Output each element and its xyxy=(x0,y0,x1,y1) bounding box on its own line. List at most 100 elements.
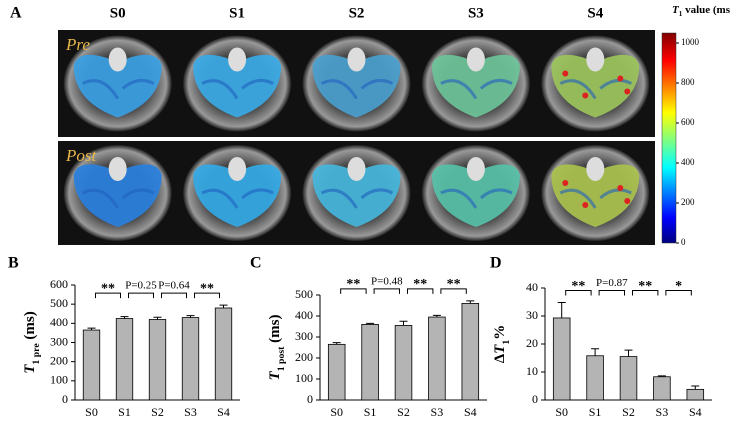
colorbar-tick-label: 1000 xyxy=(681,37,700,47)
axis-title: T1 value (ms) xyxy=(672,4,730,18)
panel-label: A xyxy=(10,5,22,22)
x-tick-label: S2 xyxy=(622,405,635,419)
myocardium xyxy=(73,54,162,118)
y-tick-label: 200 xyxy=(295,350,313,364)
speckle xyxy=(582,92,589,99)
panel-label: B xyxy=(8,255,19,272)
significance-label: P=0.25 xyxy=(125,280,157,292)
x-tick-label: S4 xyxy=(217,405,230,419)
bar xyxy=(552,317,571,401)
label-symbol: T xyxy=(492,344,508,354)
x-tick-label: S3 xyxy=(184,405,197,419)
texture xyxy=(82,78,155,100)
speckle xyxy=(617,185,624,191)
significance-bracket xyxy=(128,292,154,299)
significance-bracket xyxy=(95,292,121,299)
significance-label: P=0.48 xyxy=(371,275,403,287)
myocardium xyxy=(312,54,401,118)
error-bar xyxy=(466,300,475,304)
spine xyxy=(108,47,127,72)
bar xyxy=(653,376,671,401)
y-tick-label: 400 xyxy=(295,308,313,322)
label-subscript: 1 xyxy=(679,10,683,18)
x-tick-label: S2 xyxy=(151,405,164,419)
label-subscript: 1 xyxy=(501,340,512,345)
x-tick-label: S4 xyxy=(464,405,477,419)
y-tick-label: 30 xyxy=(526,308,538,322)
bar xyxy=(586,355,604,401)
error-bar xyxy=(366,322,375,325)
error-bar xyxy=(657,375,666,377)
bar xyxy=(461,302,480,401)
y-tick-label: 500 xyxy=(50,296,68,310)
spine xyxy=(347,157,366,181)
colorbar-tick-label: 0 xyxy=(681,237,686,247)
texture xyxy=(440,78,513,100)
texture xyxy=(320,188,394,209)
label-unit: % xyxy=(492,325,508,340)
myocardium xyxy=(551,164,640,227)
significance-bracket xyxy=(407,288,434,294)
significance-label: ** xyxy=(101,281,115,296)
x-tick-label: S3 xyxy=(431,405,444,419)
texture xyxy=(82,188,155,209)
spine xyxy=(586,47,605,72)
label-subscript: 1 post xyxy=(276,346,287,371)
x-tick-label: S0 xyxy=(330,405,343,419)
stage-label: S1 xyxy=(229,5,245,21)
label-subscript: 1 pre xyxy=(31,343,42,365)
significance-label: ** xyxy=(413,277,427,292)
bar xyxy=(181,317,200,401)
x-tick-label: S0 xyxy=(555,405,568,419)
significance-bracket xyxy=(665,290,692,296)
stage-label: S4 xyxy=(587,5,603,21)
bar xyxy=(361,323,379,401)
y-tick-label: 0 xyxy=(532,392,538,406)
myocardium xyxy=(73,164,162,227)
error-bar xyxy=(591,348,600,356)
myocardium xyxy=(193,164,282,227)
texture xyxy=(201,188,274,209)
speckle xyxy=(617,75,624,82)
bar xyxy=(619,356,638,401)
y-tick-label: 100 xyxy=(295,371,313,385)
label-prefix: Δ xyxy=(492,353,508,363)
axis-title: T1 pre (ms) xyxy=(22,311,41,373)
bar xyxy=(327,343,346,401)
significance-label: ** xyxy=(447,277,461,292)
bar xyxy=(148,319,167,401)
bar xyxy=(428,316,446,401)
error-bar xyxy=(557,302,566,318)
y-tick-label: 600 xyxy=(50,277,68,291)
texture xyxy=(440,188,513,209)
significance-label: P=0.87 xyxy=(596,277,628,289)
y-tick-label: 0 xyxy=(62,392,68,406)
panel-label: C xyxy=(250,255,262,272)
y-tick-label: 200 xyxy=(50,353,68,367)
speckle xyxy=(562,70,569,77)
myocardium xyxy=(193,54,282,118)
speckle xyxy=(624,198,631,204)
row-separator xyxy=(58,137,655,141)
y-tick-label: 300 xyxy=(50,334,68,348)
error-bar xyxy=(153,316,162,320)
x-tick-label: S4 xyxy=(689,405,702,419)
myocardium xyxy=(312,164,401,227)
myocardium xyxy=(431,164,520,227)
colorbar-tick-label: 800 xyxy=(681,77,695,87)
error-bar xyxy=(219,304,228,308)
x-tick-label: S1 xyxy=(589,405,602,419)
x-tick-label: S0 xyxy=(85,405,98,419)
myocardium xyxy=(431,54,520,118)
myocardium xyxy=(551,54,640,118)
speckle xyxy=(624,88,631,95)
x-tick-label: S2 xyxy=(397,405,410,419)
error-bar xyxy=(87,327,96,331)
bar xyxy=(115,318,134,401)
error-bar xyxy=(432,314,441,318)
spine xyxy=(228,157,247,181)
y-tick-label: 20 xyxy=(526,336,538,350)
bar xyxy=(394,325,413,401)
x-tick-label: S1 xyxy=(364,405,377,419)
